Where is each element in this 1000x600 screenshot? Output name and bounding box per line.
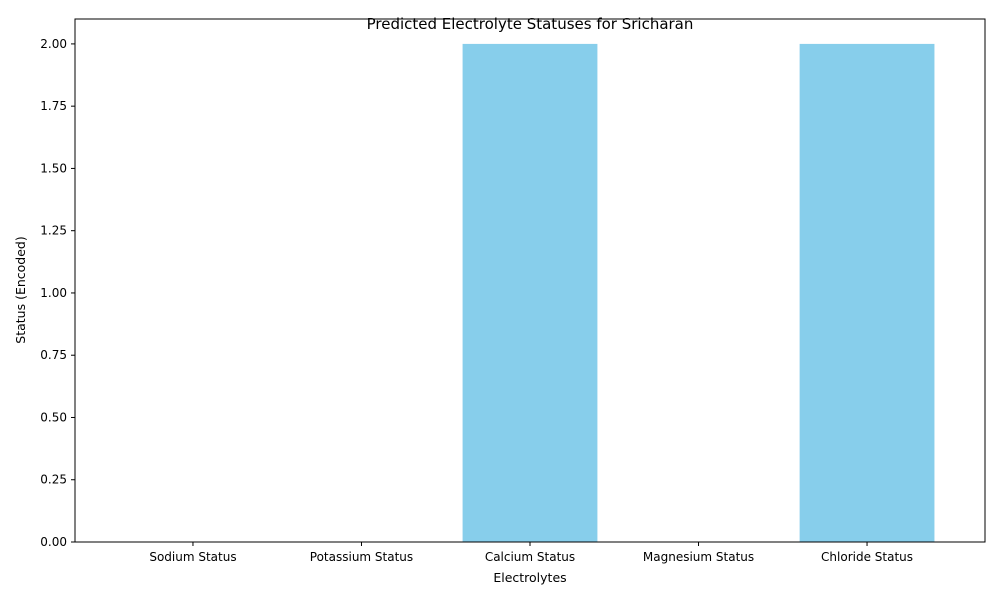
x-axis-ticks: Sodium Status Potassium Status Calcium Sta… <box>149 542 913 564</box>
y-tick-label: 1.75 <box>40 99 67 113</box>
y-tick-label: 2.00 <box>40 37 67 51</box>
x-tick-label: Magnesium Status <box>643 550 754 564</box>
y-tick-label: 0.75 <box>40 348 67 362</box>
bars-group <box>462 43 935 543</box>
y-axis-ticks: 0.00 0.25 0.50 0.75 1.00 1.25 1.50 1.75 2.00 <box>40 37 75 549</box>
y-axis-label: Status (Encoded) <box>13 236 28 343</box>
x-axis-label: Electrolytes <box>493 570 566 585</box>
y-tick-label: 1.25 <box>40 224 67 238</box>
y-tick-label: 1.00 <box>40 286 67 300</box>
x-tick-label: Sodium Status <box>149 550 236 564</box>
y-tick-label: 0.25 <box>40 473 67 487</box>
x-tick-label: Potassium Status <box>310 550 413 564</box>
y-tick-label: 1.50 <box>40 161 67 175</box>
y-tick-label: 0.50 <box>40 410 67 424</box>
x-tick-label: Calcium Status <box>485 550 575 564</box>
bar-chloride-status <box>799 43 935 543</box>
bar-calcium-status <box>462 43 598 543</box>
plot-frame <box>74 18 986 543</box>
y-tick-label: 0.00 <box>40 535 67 549</box>
x-tick-label: Chloride Status <box>821 550 913 564</box>
chart-title: Predicted Electrolyte Statuses for Srich… <box>367 15 694 33</box>
